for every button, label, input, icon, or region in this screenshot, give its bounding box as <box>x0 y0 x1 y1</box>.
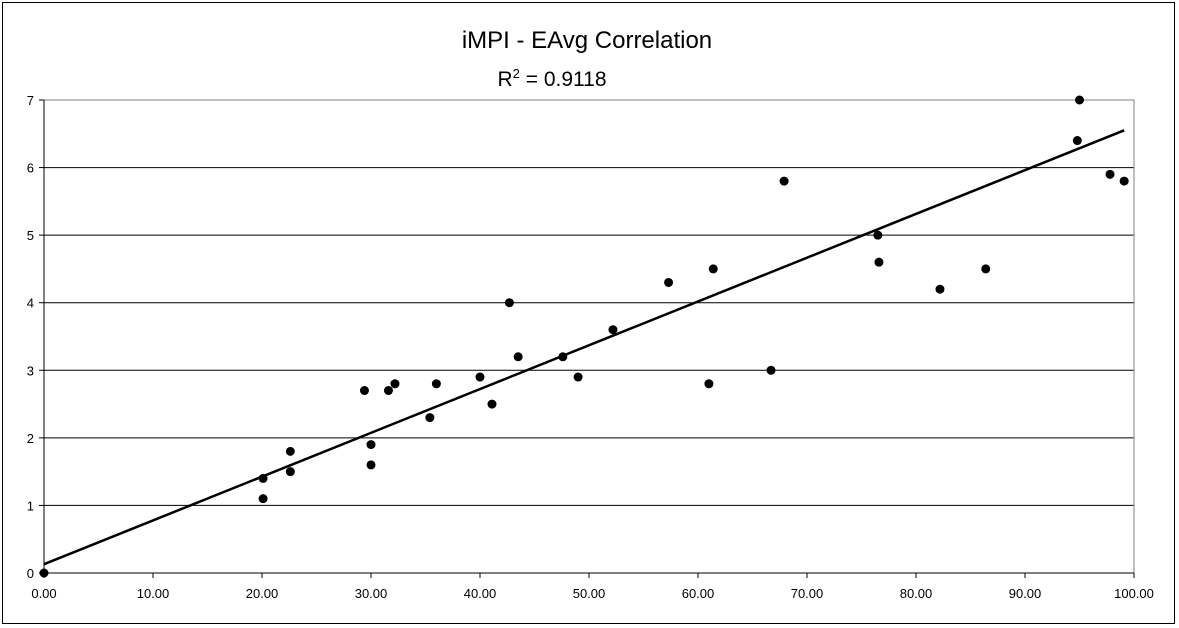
data-point <box>425 413 435 423</box>
data-point <box>359 386 369 396</box>
data-point <box>1072 136 1082 146</box>
r-squared-r: R <box>497 68 512 91</box>
data-point <box>558 352 568 362</box>
data-point <box>664 277 674 287</box>
x-tick-label: 80.00 <box>900 586 933 601</box>
data-point <box>366 440 376 450</box>
x-tick-label: 20.00 <box>246 586 279 601</box>
data-point <box>1119 176 1129 186</box>
data-points <box>39 95 1129 578</box>
data-point <box>935 284 945 294</box>
data-point <box>258 473 268 483</box>
x-tick-label: 0.00 <box>31 586 56 601</box>
data-point <box>39 568 49 578</box>
data-point <box>383 386 393 396</box>
trendline-group <box>43 129 1125 566</box>
chart-title: iMPI - EAvg Correlation <box>462 27 712 54</box>
data-point <box>1105 169 1115 179</box>
x-tick-label: 90.00 <box>1009 586 1042 601</box>
data-point <box>504 298 514 308</box>
y-tick-label: 0 <box>27 566 34 581</box>
data-point <box>1075 95 1084 105</box>
data-point <box>366 460 376 470</box>
data-point <box>285 467 295 477</box>
y-tick-label: 1 <box>27 498 34 513</box>
x-tick-label: 10.00 <box>137 586 170 601</box>
y-tick-label: 7 <box>27 93 34 108</box>
data-point <box>608 325 618 335</box>
x-tick-label: 100.00 <box>1114 586 1154 601</box>
axes <box>39 99 1135 578</box>
y-tick-label: 2 <box>27 431 34 446</box>
x-tick-label: 50.00 <box>573 586 606 601</box>
plot-area-border <box>43 99 1135 574</box>
r-squared-exponent: 2 <box>513 66 520 81</box>
data-point <box>390 379 400 389</box>
data-point <box>766 365 776 375</box>
data-point <box>475 372 485 382</box>
x-tick-label: 30.00 <box>355 586 388 601</box>
data-point <box>873 230 883 240</box>
data-point <box>708 264 718 274</box>
x-tick-label: 70.00 <box>791 586 824 601</box>
data-point <box>981 264 991 274</box>
data-point <box>487 399 497 409</box>
data-point <box>779 176 789 186</box>
data-point <box>513 352 523 362</box>
y-tick-label: 4 <box>27 296 34 311</box>
x-tick-label: 40.00 <box>464 586 497 601</box>
data-point <box>573 372 583 382</box>
y-tick-label: 6 <box>27 161 34 176</box>
r-squared-value: = 0.9118 <box>520 68 607 91</box>
r-squared-label: R2 = 0.9118 <box>497 66 606 91</box>
data-point <box>874 257 884 267</box>
data-point <box>704 379 714 389</box>
y-tick-label: 3 <box>27 363 34 378</box>
data-point <box>258 494 268 504</box>
y-tick-label: 5 <box>27 228 34 243</box>
data-point <box>285 446 295 456</box>
trendline <box>43 129 1125 566</box>
x-tick-label: 60.00 <box>682 586 715 601</box>
grid-lines <box>44 99 1134 506</box>
data-point <box>431 379 441 389</box>
